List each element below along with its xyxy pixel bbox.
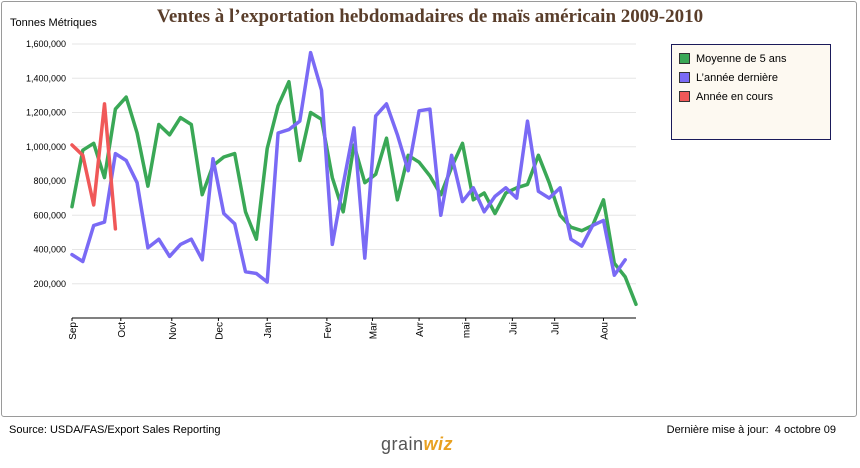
legend: Moyenne de 5 ans L’année dernière Année … <box>671 44 831 140</box>
x-tick-label: Mar <box>368 321 379 339</box>
y-axis-title: Tonnes Métriques <box>10 17 97 29</box>
legend-swatch-5yr <box>679 53 690 64</box>
grainwiz-logo: grainwiz <box>381 434 453 455</box>
legend-swatch-current-year <box>679 91 690 102</box>
x-tick-label: Avr <box>415 321 426 336</box>
chart-frame <box>1 1 857 417</box>
last-updated: Dernière mise à jour: 4 octobre 09 <box>667 424 836 436</box>
series-line-2 <box>70 102 118 231</box>
line-chart: 200,000 400,000 600,000 800,000 1,000,000 1,2… <box>26 39 638 340</box>
x-tick-label: Oct <box>117 322 128 338</box>
legend-item-current-year: Année en cours <box>672 87 830 106</box>
legend-label-5yr: Moyenne de 5 ans <box>696 52 787 65</box>
x-tick-label: Jan <box>263 322 274 338</box>
series-line-0 <box>70 79 638 307</box>
logo-text-wiz: wiz <box>423 434 454 454</box>
legend-label-last-year: L’année dernière <box>696 71 778 84</box>
last-updated-date: 4 octobre 09 <box>774 424 836 436</box>
legend-item-5yr: Moyenne de 5 ans <box>672 49 830 68</box>
x-tick-label: mai <box>462 322 473 338</box>
y-tick-label: 800,000 <box>33 176 66 186</box>
x-tick-label: Aou <box>599 322 610 340</box>
source-note: Source: USDA/FAS/Export Sales Reporting <box>9 424 221 436</box>
series-line-1 <box>70 50 627 284</box>
last-updated-label: Dernière mise à jour: <box>666 424 769 436</box>
legend-item-last-year: L’année dernière <box>672 68 830 87</box>
y-tick-label: 1,200,000 <box>26 108 66 118</box>
y-tick-label: 1,000,000 <box>26 142 66 152</box>
legend-label-current-year: Année en cours <box>696 90 774 103</box>
x-tick-label: Nov <box>168 322 179 340</box>
x-tick-label: Jui <box>508 322 519 335</box>
y-tick-label: 200,000 <box>33 279 66 289</box>
legend-swatch-last-year <box>679 72 690 83</box>
y-tick-label: 600,000 <box>33 210 66 220</box>
logo-text-grain: grain <box>381 434 424 454</box>
x-tick-label: Sep <box>68 322 79 340</box>
x-tick-label: Dec <box>214 322 225 340</box>
y-tick-label: 400,000 <box>33 245 66 255</box>
y-tick-label: 1,600,000 <box>26 39 66 49</box>
x-tick-label: Fev <box>323 322 334 339</box>
chart-title: Ventes à l’exportation hebdomadaires de … <box>156 6 704 27</box>
x-tick-label: Jul <box>551 322 562 335</box>
y-tick-label: 1,400,000 <box>26 73 66 83</box>
